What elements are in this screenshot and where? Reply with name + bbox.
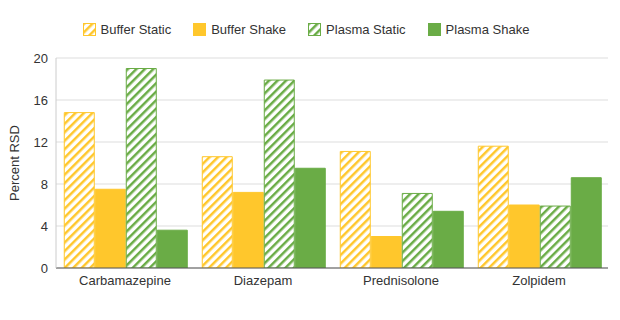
html-text:Plasma Shake: Plasma Shake (445, 22, 530, 37)
svg-text:12: 12 (34, 135, 48, 150)
html-text:Buffer Static: Buffer Static (100, 22, 172, 37)
svg-text:Carbamazepine: Carbamazepine (79, 273, 171, 288)
svg-text:Diazepam: Diazepam (234, 273, 293, 288)
svg-text:Percent RSD: Percent RSD (8, 125, 22, 201)
svg-text:0: 0 (41, 261, 48, 276)
html-text:Buffer Shake: Buffer Shake (211, 22, 287, 37)
html-text:Plasma Static: Plasma Static (326, 22, 406, 37)
svg-text:16: 16 (34, 93, 48, 108)
svg-text:20: 20 (34, 51, 48, 66)
svg-text:4: 4 (41, 219, 48, 234)
svg-text:8: 8 (41, 177, 48, 192)
svg-text:Zolpidem: Zolpidem (512, 273, 565, 288)
svg-text:Prednisolone: Prednisolone (363, 273, 439, 288)
